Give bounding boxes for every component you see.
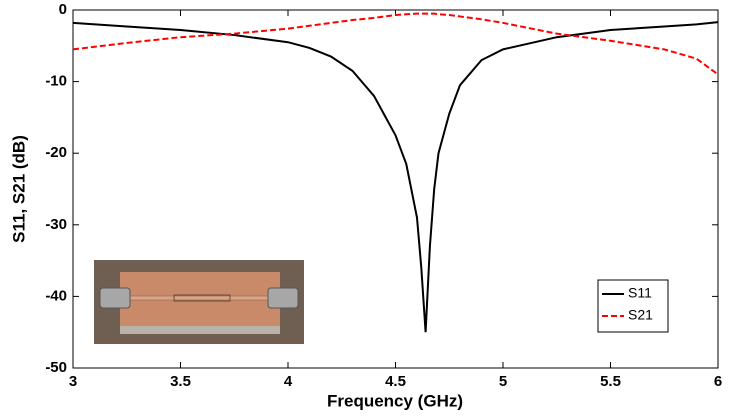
legend-box <box>597 279 669 333</box>
board-edge <box>120 326 280 334</box>
x-axis-label: Frequency (GHz) <box>327 391 463 410</box>
x-tick-label: 4.5 <box>385 373 406 390</box>
y-tick-label: -10 <box>45 73 67 90</box>
x-tick-label: 3.5 <box>170 373 191 390</box>
x-tick-label: 5 <box>499 373 507 390</box>
series-line <box>72 21 719 333</box>
y-tick-label: -20 <box>45 144 67 161</box>
connector <box>267 287 299 309</box>
x-tick-label: 3 <box>69 373 77 390</box>
board <box>120 272 280 332</box>
y-tick-label: -30 <box>45 216 67 233</box>
series-line <box>72 12 719 76</box>
y-axis-label: S11, S21 (dB) <box>9 135 28 243</box>
inset-photo <box>94 260 304 344</box>
y-tick-label: -50 <box>45 359 67 376</box>
x-tick-label: 4 <box>284 373 293 390</box>
x-tick-label: 6 <box>714 373 722 390</box>
trace <box>127 295 273 301</box>
slot <box>173 294 231 302</box>
legend-label: S21 <box>628 307 653 323</box>
legend-label: S11 <box>628 285 652 301</box>
y-tick-label: -40 <box>45 287 67 304</box>
connector <box>99 287 131 309</box>
y-tick-label: 0 <box>59 1 67 18</box>
x-tick-label: 5.5 <box>600 373 621 390</box>
